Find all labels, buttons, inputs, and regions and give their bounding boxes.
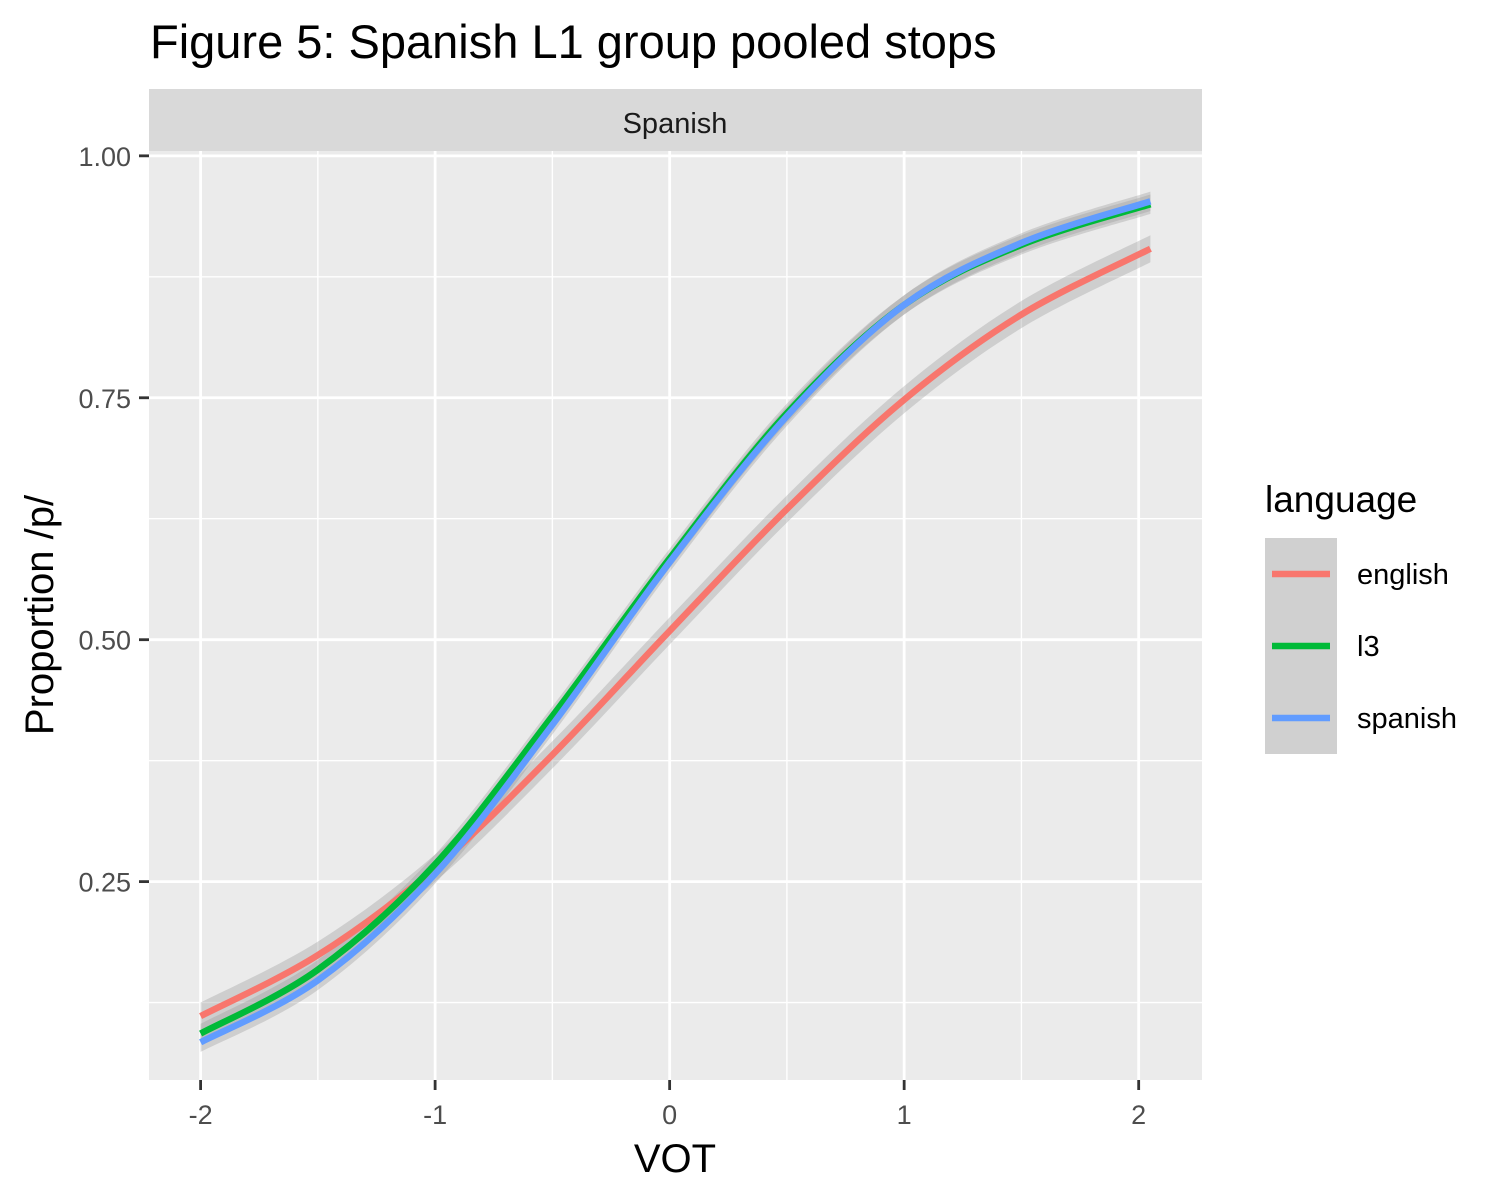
x-tick-label: -2 [189, 1100, 213, 1130]
series-line-english [199, 245, 1152, 1020]
series-lines [199, 198, 1152, 1046]
facet-strip [149, 89, 1202, 151]
y-tick-label: 0.75 [78, 384, 131, 414]
y-tick-label: 1.00 [78, 142, 131, 172]
legend-title: language [1265, 479, 1417, 520]
legend-label-spanish: spanish [1357, 703, 1457, 735]
facet-strip-label: Spanish [623, 108, 728, 140]
series-line-spanish [199, 198, 1152, 1046]
axes: 0.25 0.50 0.75 1.00 -2 -1 0 1 2 [78, 142, 1146, 1130]
x-axis-title: VOT [634, 1137, 716, 1181]
legend-label-english: english [1357, 559, 1449, 591]
y-tick-label: 0.25 [78, 868, 131, 898]
chart-title: Figure 5: Spanish L1 group pooled stops [150, 15, 997, 68]
plot-panel [149, 151, 1202, 1080]
y-tick-label: 0.50 [78, 626, 131, 656]
y-axis-title: Proportion /p/ [18, 494, 62, 735]
x-tick-label: 2 [1131, 1100, 1146, 1130]
x-tick-label: 1 [897, 1100, 912, 1130]
gridlines [149, 151, 1202, 1080]
x-tick-label: 0 [662, 1100, 677, 1130]
confidence-bands [200, 191, 1151, 1052]
legend-label-l3: l3 [1357, 631, 1380, 663]
x-tick-label: -1 [423, 1100, 447, 1130]
legend: language english l3 spanish [1265, 479, 1457, 754]
confidence-band-english [200, 235, 1151, 1030]
